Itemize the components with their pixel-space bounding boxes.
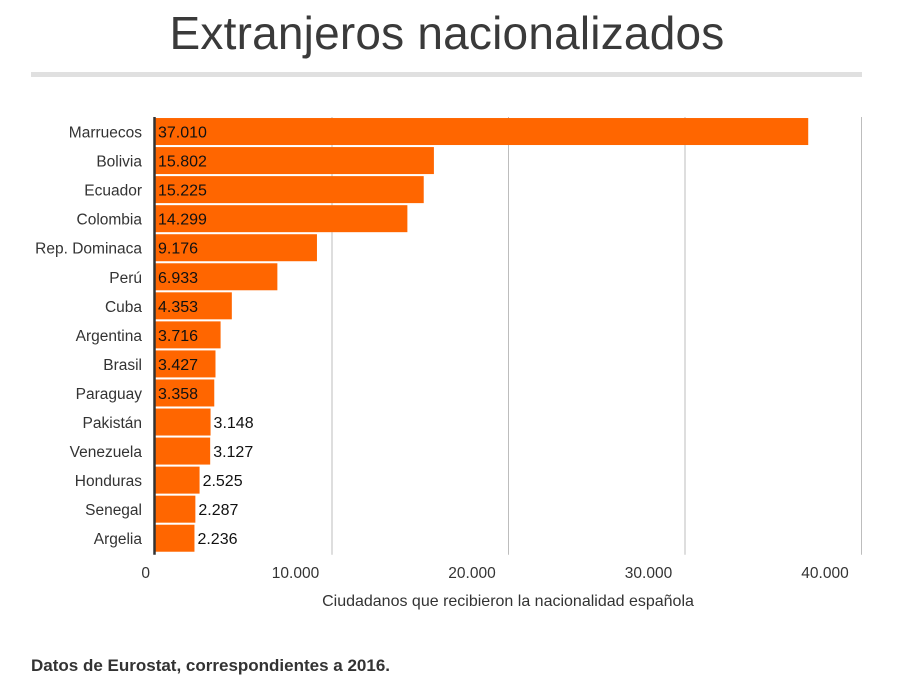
bar-13 [155, 466, 200, 494]
bar-15 [155, 524, 195, 552]
value-label-12: 3.127 [213, 444, 253, 461]
bar-1 [155, 118, 809, 146]
category-label-9: Brasil [103, 357, 142, 374]
category-label-13: Honduras [75, 473, 142, 490]
bar-5 [155, 234, 317, 262]
value-label-10: 3.358 [158, 386, 198, 403]
category-label-10: Paraguay [76, 386, 143, 403]
bar-11 [155, 408, 211, 436]
value-label-13: 2.525 [203, 473, 243, 490]
category-label-2: Bolivia [96, 154, 142, 171]
value-label-5: 9.176 [158, 241, 198, 258]
category-label-12: Venezuela [70, 444, 143, 461]
bars [155, 118, 809, 552]
bar-2 [155, 147, 434, 175]
category-label-5: Rep. Dominaca [35, 241, 142, 258]
category-labels: Marruecos Bolivia Ecuador Colombia Rep. Domi… [35, 125, 142, 549]
bar-12 [155, 437, 211, 465]
bar-10 [155, 379, 215, 407]
source-footnote: Datos de Eurostat, correspondientes a 20… [31, 656, 391, 675]
title-divider [31, 72, 862, 77]
bar-8 [155, 321, 221, 349]
chart-title: Extranjeros nacionalizados [169, 7, 725, 59]
x-tick-label-1: 10.000 [272, 565, 320, 582]
x-axis-title: Ciudadanos que recibieron la nacionalida… [322, 593, 694, 610]
value-label-1: 37.010 [158, 125, 207, 142]
value-label-2: 15.802 [158, 154, 207, 171]
category-label-11: Pakistán [83, 415, 142, 432]
category-label-14: Senegal [85, 502, 142, 519]
category-label-6: Perú [109, 270, 142, 287]
bar-3 [155, 176, 424, 204]
category-label-15: Argelia [94, 531, 143, 548]
bar-4 [155, 205, 408, 233]
x-tick-label-0: 0 [141, 565, 150, 582]
bar-14 [155, 495, 196, 523]
bar-9 [155, 350, 216, 378]
value-label-14: 2.287 [198, 502, 238, 519]
x-tick-label-3: 30.000 [625, 565, 673, 582]
bar-7 [155, 292, 232, 320]
bar-chart: 37.010 15.802 15.225 14.299 9.176 6.933 4.353 3… [35, 117, 862, 610]
x-tick-labels: 0 10.000 20.000 30.000 40.000 [141, 565, 849, 582]
value-labels: 37.010 15.802 15.225 14.299 9.176 6.933 4.353 3… [158, 125, 254, 549]
value-label-4: 14.299 [158, 212, 207, 229]
value-label-3: 15.225 [158, 183, 207, 200]
category-label-3: Ecuador [84, 183, 142, 200]
category-label-7: Cuba [105, 299, 142, 316]
category-label-4: Colombia [77, 212, 143, 229]
category-label-8: Argentina [76, 328, 143, 345]
x-tick-label-2: 20.000 [448, 565, 496, 582]
value-label-8: 3.716 [158, 328, 198, 345]
bar-6 [155, 263, 278, 291]
category-label-1: Marruecos [69, 125, 142, 142]
value-label-11: 3.148 [214, 415, 254, 432]
x-tick-label-4: 40.000 [801, 565, 849, 582]
value-label-9: 3.427 [158, 357, 198, 374]
value-label-15: 2.236 [197, 531, 237, 548]
value-label-6: 6.933 [158, 270, 198, 287]
value-label-7: 4.353 [158, 299, 198, 316]
